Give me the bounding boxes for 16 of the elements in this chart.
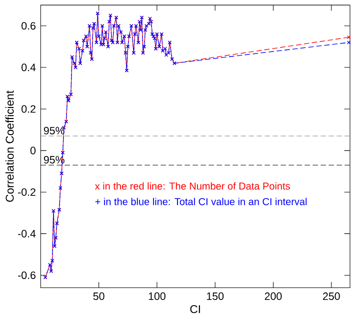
- y-tick-label: 0.2: [22, 105, 36, 113]
- y-tick-label: 0.6: [22, 22, 36, 30]
- text: + in the blue line: Total CI value in an CI interval: [95, 198, 307, 206]
- y-tick-label: 0.4: [22, 64, 36, 72]
- y-tick-label: 0: [30, 146, 36, 154]
- y-tick-label: -0.6: [18, 271, 36, 280]
- text: x in the red line: The Number of Data Points: [94, 182, 290, 190]
- x-tick-label: 200: [264, 292, 282, 300]
- x-tick-label: 150: [207, 292, 224, 300]
- x-tick-label: 50: [93, 292, 104, 300]
- x-axis-title: CI: [190, 305, 200, 314]
- y-axis-title: Correlation Coefficient: [5, 90, 14, 202]
- x-tick-label: 100: [148, 292, 166, 300]
- x-tick-label: 250: [323, 292, 340, 300]
- y-tick-label: -0.4: [18, 230, 36, 238]
- y-tick-label: -0.2: [18, 188, 36, 196]
